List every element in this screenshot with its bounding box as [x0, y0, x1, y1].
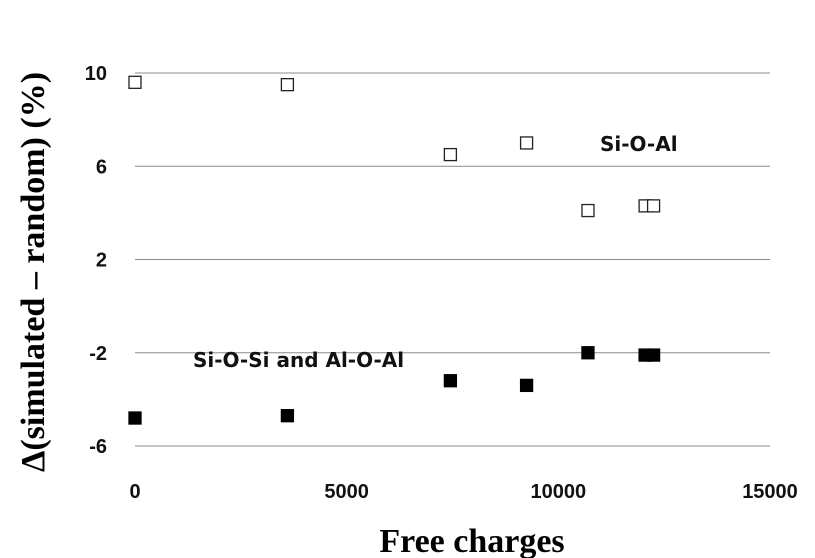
- filled-square-point: [519, 378, 534, 393]
- y-tick-label: -6: [89, 436, 107, 458]
- open-square-point: [646, 199, 661, 213]
- data-points: [128, 75, 661, 425]
- open-square-point: [581, 203, 595, 218]
- y-tick-label: 6: [96, 156, 107, 178]
- open-square-point: [519, 136, 534, 150]
- filled-square-point: [280, 409, 295, 423]
- open-square-point: [128, 75, 142, 89]
- x-axis-title: Free charges: [379, 523, 564, 558]
- annotation-si-o-al: Si-O-Al: [600, 132, 678, 156]
- open-square-point: [280, 78, 295, 92]
- filled-square-point: [128, 411, 142, 425]
- y-tick-label: 10: [85, 63, 107, 85]
- filled-square-point: [581, 346, 595, 360]
- open-square-point: [443, 147, 458, 162]
- x-tick-label: 5000: [324, 481, 369, 503]
- filled-square-point: [443, 374, 458, 388]
- x-tick-label: 0: [129, 481, 140, 503]
- x-tick-label: 15000: [742, 481, 798, 503]
- y-tick-labels: 10 6 2 -2 -6: [85, 63, 107, 458]
- filled-square-point: [646, 348, 661, 362]
- annotation-si-o-si-and-al-o-al: Si-O-Si and Al-O-Al: [193, 348, 404, 372]
- x-tick-labels: 0 5000 10000 15000: [129, 481, 797, 503]
- gridlines: [135, 72, 770, 354]
- y-tick-label: -2: [89, 343, 107, 365]
- y-tick-label: 2: [96, 250, 107, 272]
- y-axis-title: Δ(simulated – random) (%): [15, 72, 52, 472]
- x-tick-label: 10000: [531, 481, 587, 503]
